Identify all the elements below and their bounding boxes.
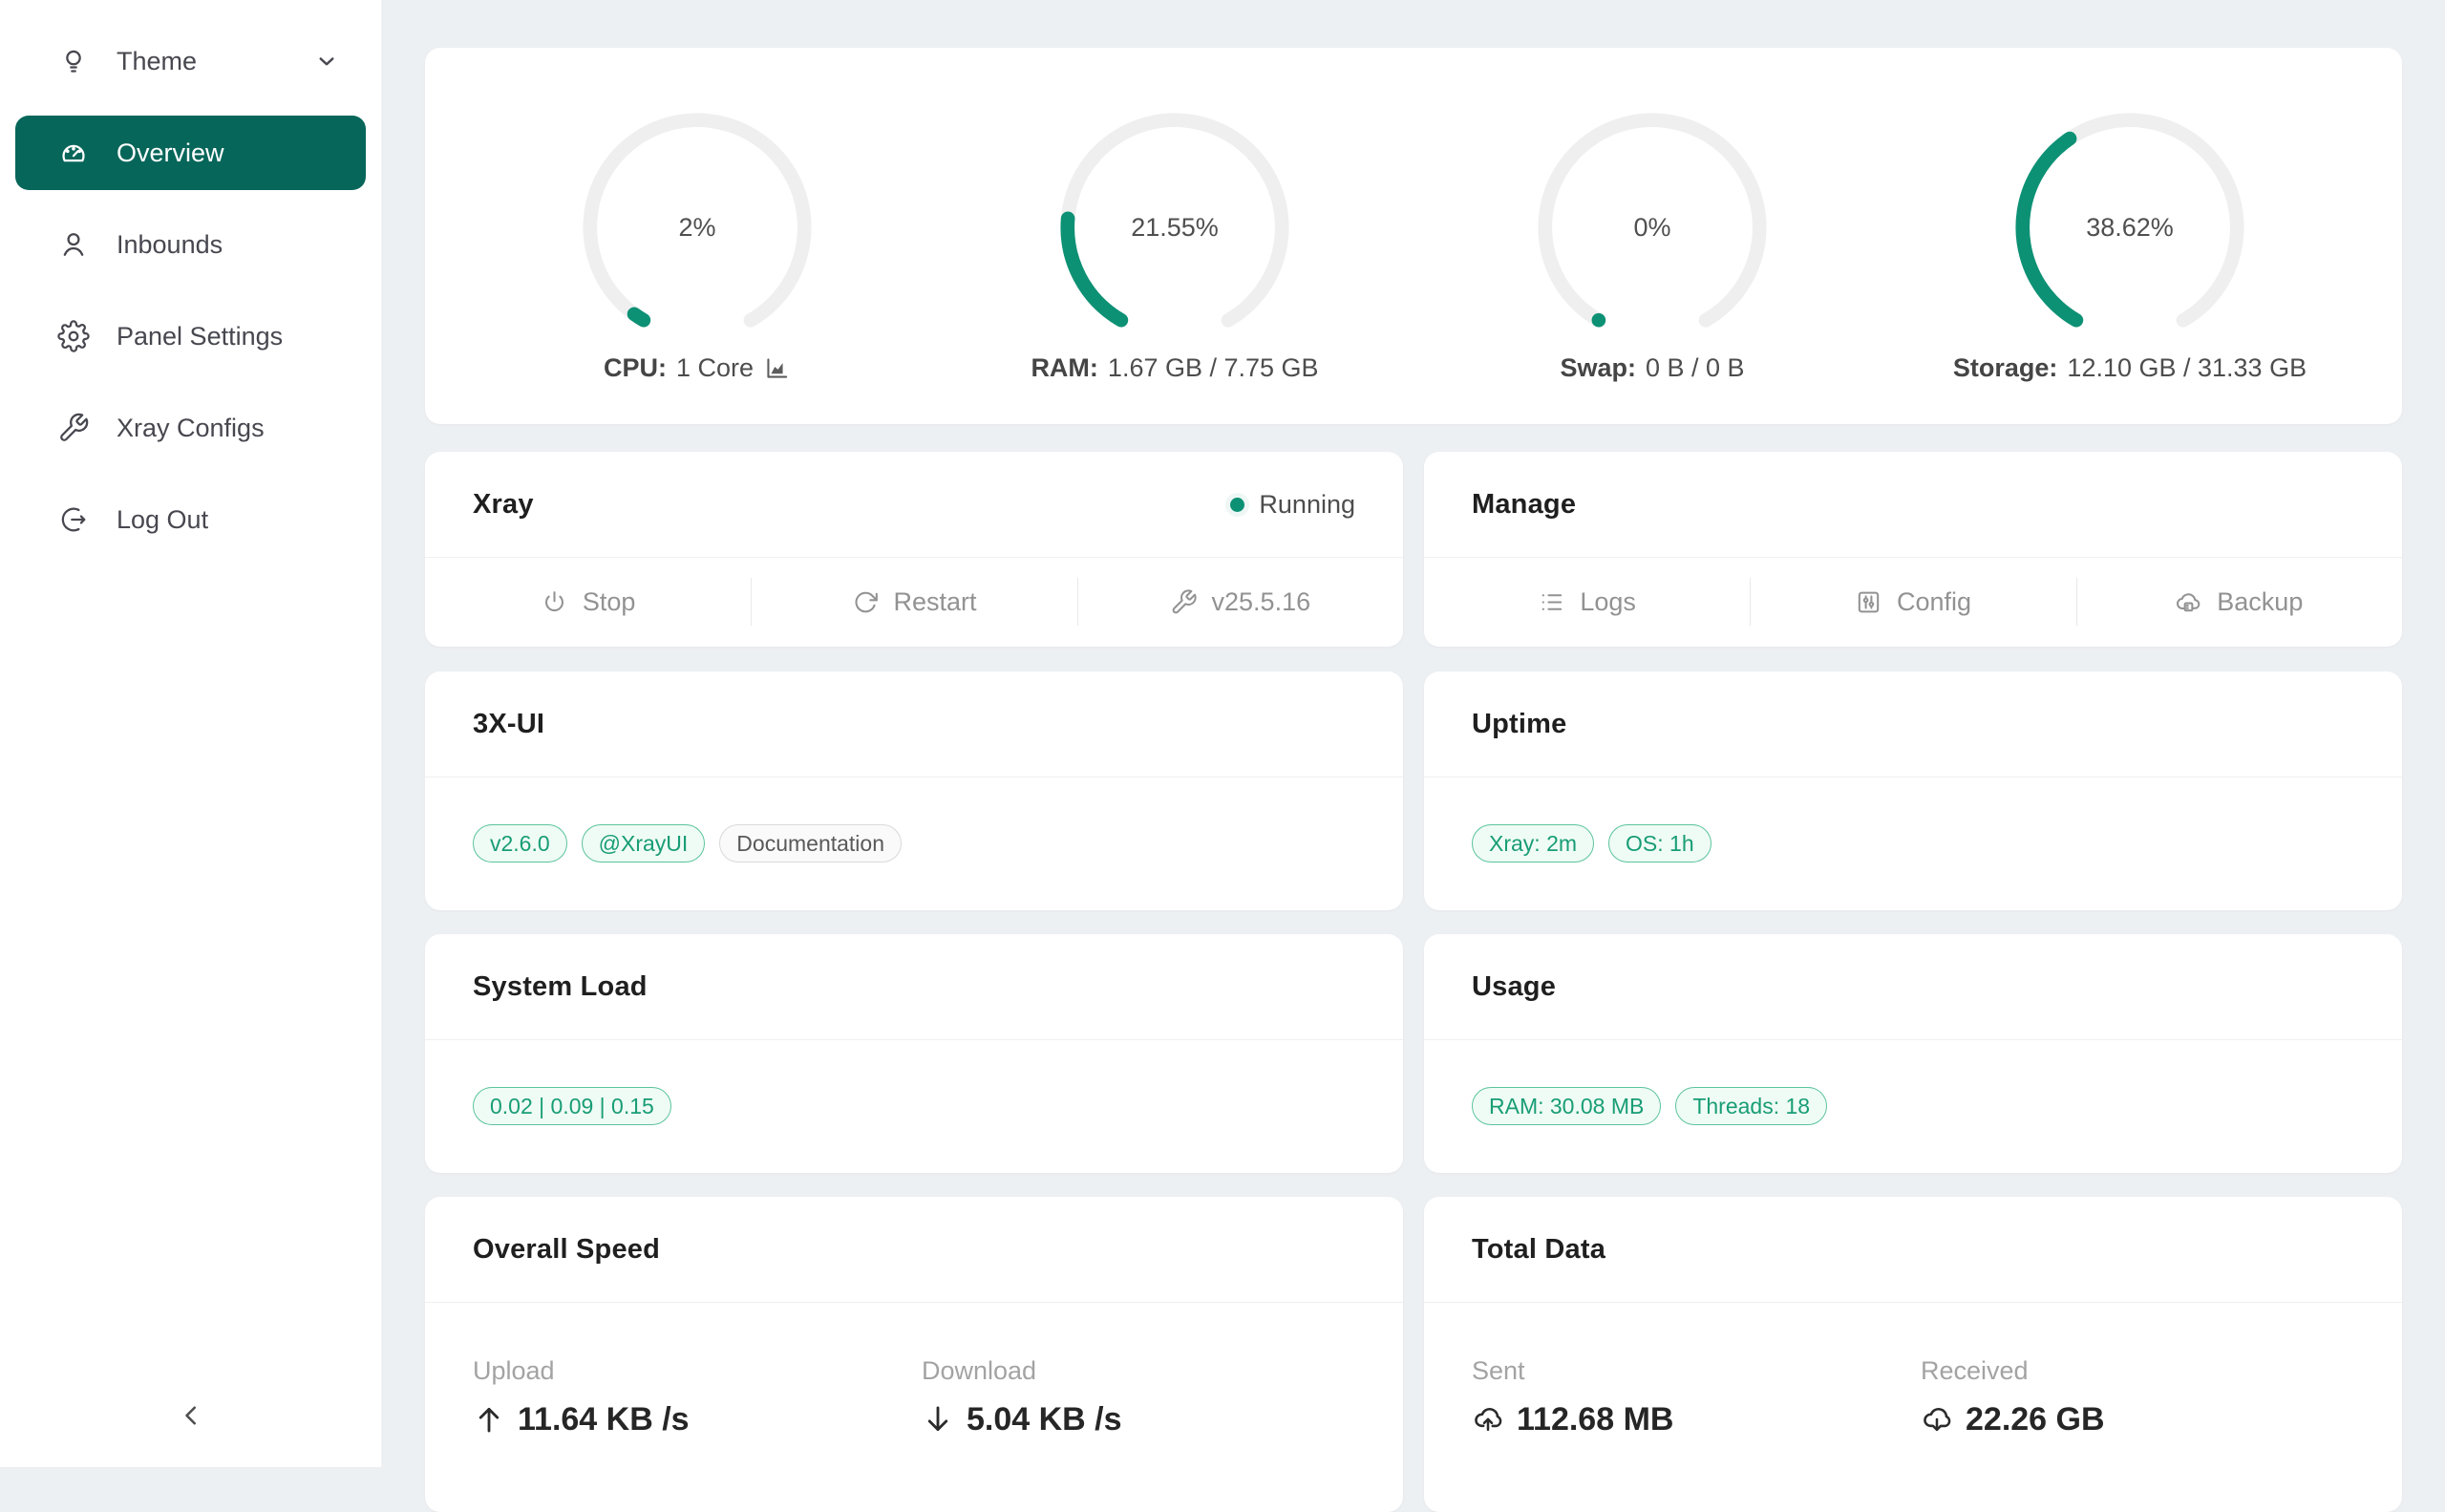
uptime-card: Uptime Xray: 2m OS: 1h bbox=[1424, 671, 2402, 910]
sidebar-item-log-out[interactable]: Log Out bbox=[15, 482, 366, 557]
backup-button[interactable]: Backup bbox=[2076, 558, 2402, 646]
sidebar-nav: Theme Overview bbox=[0, 0, 381, 557]
ram-gauge: 21.55% RAM: 1.67 GB / 7.75 GB bbox=[936, 48, 1414, 424]
cpu-gauge: 2% CPU: 1 Core bbox=[458, 48, 936, 424]
cpu-gauge-ring bbox=[583, 113, 812, 342]
storage-gauge-ring bbox=[2015, 113, 2244, 342]
wrench-icon bbox=[1170, 588, 1198, 616]
wrench-icon bbox=[57, 412, 90, 444]
sidebar-item-label: Theme bbox=[117, 46, 198, 75]
total-data-card: Total Data Sent 112.68 MB bbox=[1424, 1197, 2402, 1512]
sent-data-metric: Sent 112.68 MB bbox=[1472, 1355, 1921, 1438]
received-label: Received bbox=[1921, 1356, 2029, 1385]
sidebar-item-theme[interactable]: Theme bbox=[15, 24, 366, 98]
running-status-dot bbox=[1230, 497, 1245, 512]
sent-label: Sent bbox=[1472, 1356, 1525, 1385]
sent-data-value: 112.68 MB bbox=[1517, 1401, 1674, 1437]
usage-card-title: Usage bbox=[1472, 970, 1557, 1002]
overall-speed-card: Overall Speed Upload 11.64 KB /s bbox=[425, 1197, 1403, 1512]
chevron-down-icon bbox=[312, 47, 341, 75]
xray-uptime-badge: Xray: 2m bbox=[1472, 824, 1595, 862]
cloud-upload-icon bbox=[1472, 1403, 1504, 1436]
sidebar-item-label: Log Out bbox=[117, 504, 209, 534]
upload-speed-value: 11.64 KB /s bbox=[518, 1401, 690, 1437]
stop-button[interactable]: Stop bbox=[425, 558, 751, 646]
xray-card: Xray Running Stop bbox=[425, 452, 1403, 647]
restart-button[interactable]: Restart bbox=[751, 558, 1076, 646]
arrow-down-icon bbox=[922, 1403, 954, 1436]
cloud-download-icon bbox=[1921, 1403, 1953, 1436]
ram-gauge-caption: RAM: 1.67 GB / 7.75 GB bbox=[1031, 353, 1319, 382]
chevron-left-icon bbox=[174, 1398, 208, 1433]
xui-card: 3X-UI v2.6.0 @XrayUI Documentation bbox=[425, 671, 1403, 910]
sidebar-item-xray-configs[interactable]: Xray Configs bbox=[15, 391, 366, 465]
user-icon bbox=[57, 228, 90, 261]
logout-icon bbox=[57, 503, 90, 536]
ram-usage-badge: RAM: 30.08 MB bbox=[1472, 1087, 1662, 1125]
sliders-icon bbox=[1855, 588, 1882, 616]
cpu-history-chart-icon[interactable] bbox=[763, 354, 791, 382]
lightbulb-icon bbox=[57, 45, 90, 77]
sidebar-item-label: Inbounds bbox=[117, 229, 223, 259]
sidebar-item-overview[interactable]: Overview bbox=[15, 116, 366, 190]
total-data-card-title: Total Data bbox=[1472, 1233, 1606, 1265]
sidebar: Theme Overview bbox=[0, 0, 382, 1467]
main-content: 2% CPU: 1 Core 21.55% bbox=[382, 0, 2445, 1512]
logs-button[interactable]: Logs bbox=[1424, 558, 1750, 646]
list-icon bbox=[1538, 588, 1565, 616]
version-badge[interactable]: v2.6.0 bbox=[473, 824, 567, 862]
sidebar-item-label: Xray Configs bbox=[117, 413, 265, 442]
uptime-card-title: Uptime bbox=[1472, 708, 1567, 739]
storage-gauge: 38.62% Storage: 12.10 GB / 31.33 GB bbox=[1891, 48, 2369, 424]
download-speed-value: 5.04 KB /s bbox=[967, 1401, 1122, 1437]
usage-card: Usage RAM: 30.08 MB Threads: 18 bbox=[1424, 934, 2402, 1173]
cpu-gauge-value: 2% bbox=[678, 212, 716, 242]
swap-gauge: 0% Swap: 0 B / 0 B bbox=[1414, 48, 1891, 424]
dashboard-icon bbox=[57, 137, 90, 169]
cpu-gauge-caption: CPU: 1 Core bbox=[604, 351, 791, 384]
ram-gauge-ring bbox=[1060, 113, 1289, 342]
manage-card: Manage Logs bbox=[1424, 452, 2402, 647]
sidebar-collapse-button[interactable] bbox=[0, 1387, 381, 1444]
download-speed-metric: Download 5.04 KB /s bbox=[922, 1355, 1355, 1438]
documentation-badge[interactable]: Documentation bbox=[719, 824, 902, 862]
manage-card-title: Manage bbox=[1472, 488, 1577, 520]
storage-gauge-caption: Storage: 12.10 GB / 31.33 GB bbox=[1952, 353, 2307, 382]
telegram-badge[interactable]: @XrayUI bbox=[581, 824, 706, 862]
ram-gauge-value: 21.55% bbox=[1131, 212, 1219, 242]
storage-gauge-value: 38.62% bbox=[2086, 212, 2174, 242]
cloud-server-icon bbox=[2175, 588, 2202, 616]
system-load-card: System Load 0.02 | 0.09 | 0.15 bbox=[425, 934, 1403, 1173]
arrow-up-icon bbox=[473, 1403, 505, 1436]
os-uptime-badge: OS: 1h bbox=[1608, 824, 1712, 862]
load-average-badge: 0.02 | 0.09 | 0.15 bbox=[473, 1087, 671, 1125]
upload-speed-metric: Upload 11.64 KB /s bbox=[473, 1355, 922, 1438]
sidebar-item-label: Overview bbox=[117, 138, 224, 167]
power-icon bbox=[541, 588, 568, 616]
sidebar-item-label: Panel Settings bbox=[117, 321, 284, 351]
xui-card-title: 3X-UI bbox=[473, 708, 545, 739]
swap-gauge-ring bbox=[1538, 113, 1767, 342]
system-load-card-title: System Load bbox=[473, 970, 648, 1002]
running-status-label: Running bbox=[1259, 489, 1355, 519]
config-button[interactable]: Config bbox=[1750, 558, 2075, 646]
download-label: Download bbox=[922, 1356, 1037, 1385]
xray-version-button[interactable]: v25.5.16 bbox=[1077, 558, 1403, 646]
system-gauges-card: 2% CPU: 1 Core 21.55% bbox=[425, 48, 2402, 424]
overall-speed-card-title: Overall Speed bbox=[473, 1233, 661, 1265]
swap-gauge-caption: Swap: 0 B / 0 B bbox=[1560, 353, 1745, 382]
received-data-metric: Received 22.26 GB bbox=[1921, 1355, 2354, 1438]
gear-icon bbox=[57, 320, 90, 352]
threads-badge: Threads: 18 bbox=[1675, 1087, 1828, 1125]
xray-card-title: Xray bbox=[473, 488, 534, 520]
received-data-value: 22.26 GB bbox=[1966, 1401, 2105, 1437]
sidebar-item-inbounds[interactable]: Inbounds bbox=[15, 207, 366, 282]
swap-gauge-value: 0% bbox=[1633, 212, 1671, 242]
sidebar-item-panel-settings[interactable]: Panel Settings bbox=[15, 299, 366, 373]
upload-label: Upload bbox=[473, 1356, 555, 1385]
xray-status: Running bbox=[1230, 490, 1355, 520]
restart-icon bbox=[851, 588, 879, 616]
